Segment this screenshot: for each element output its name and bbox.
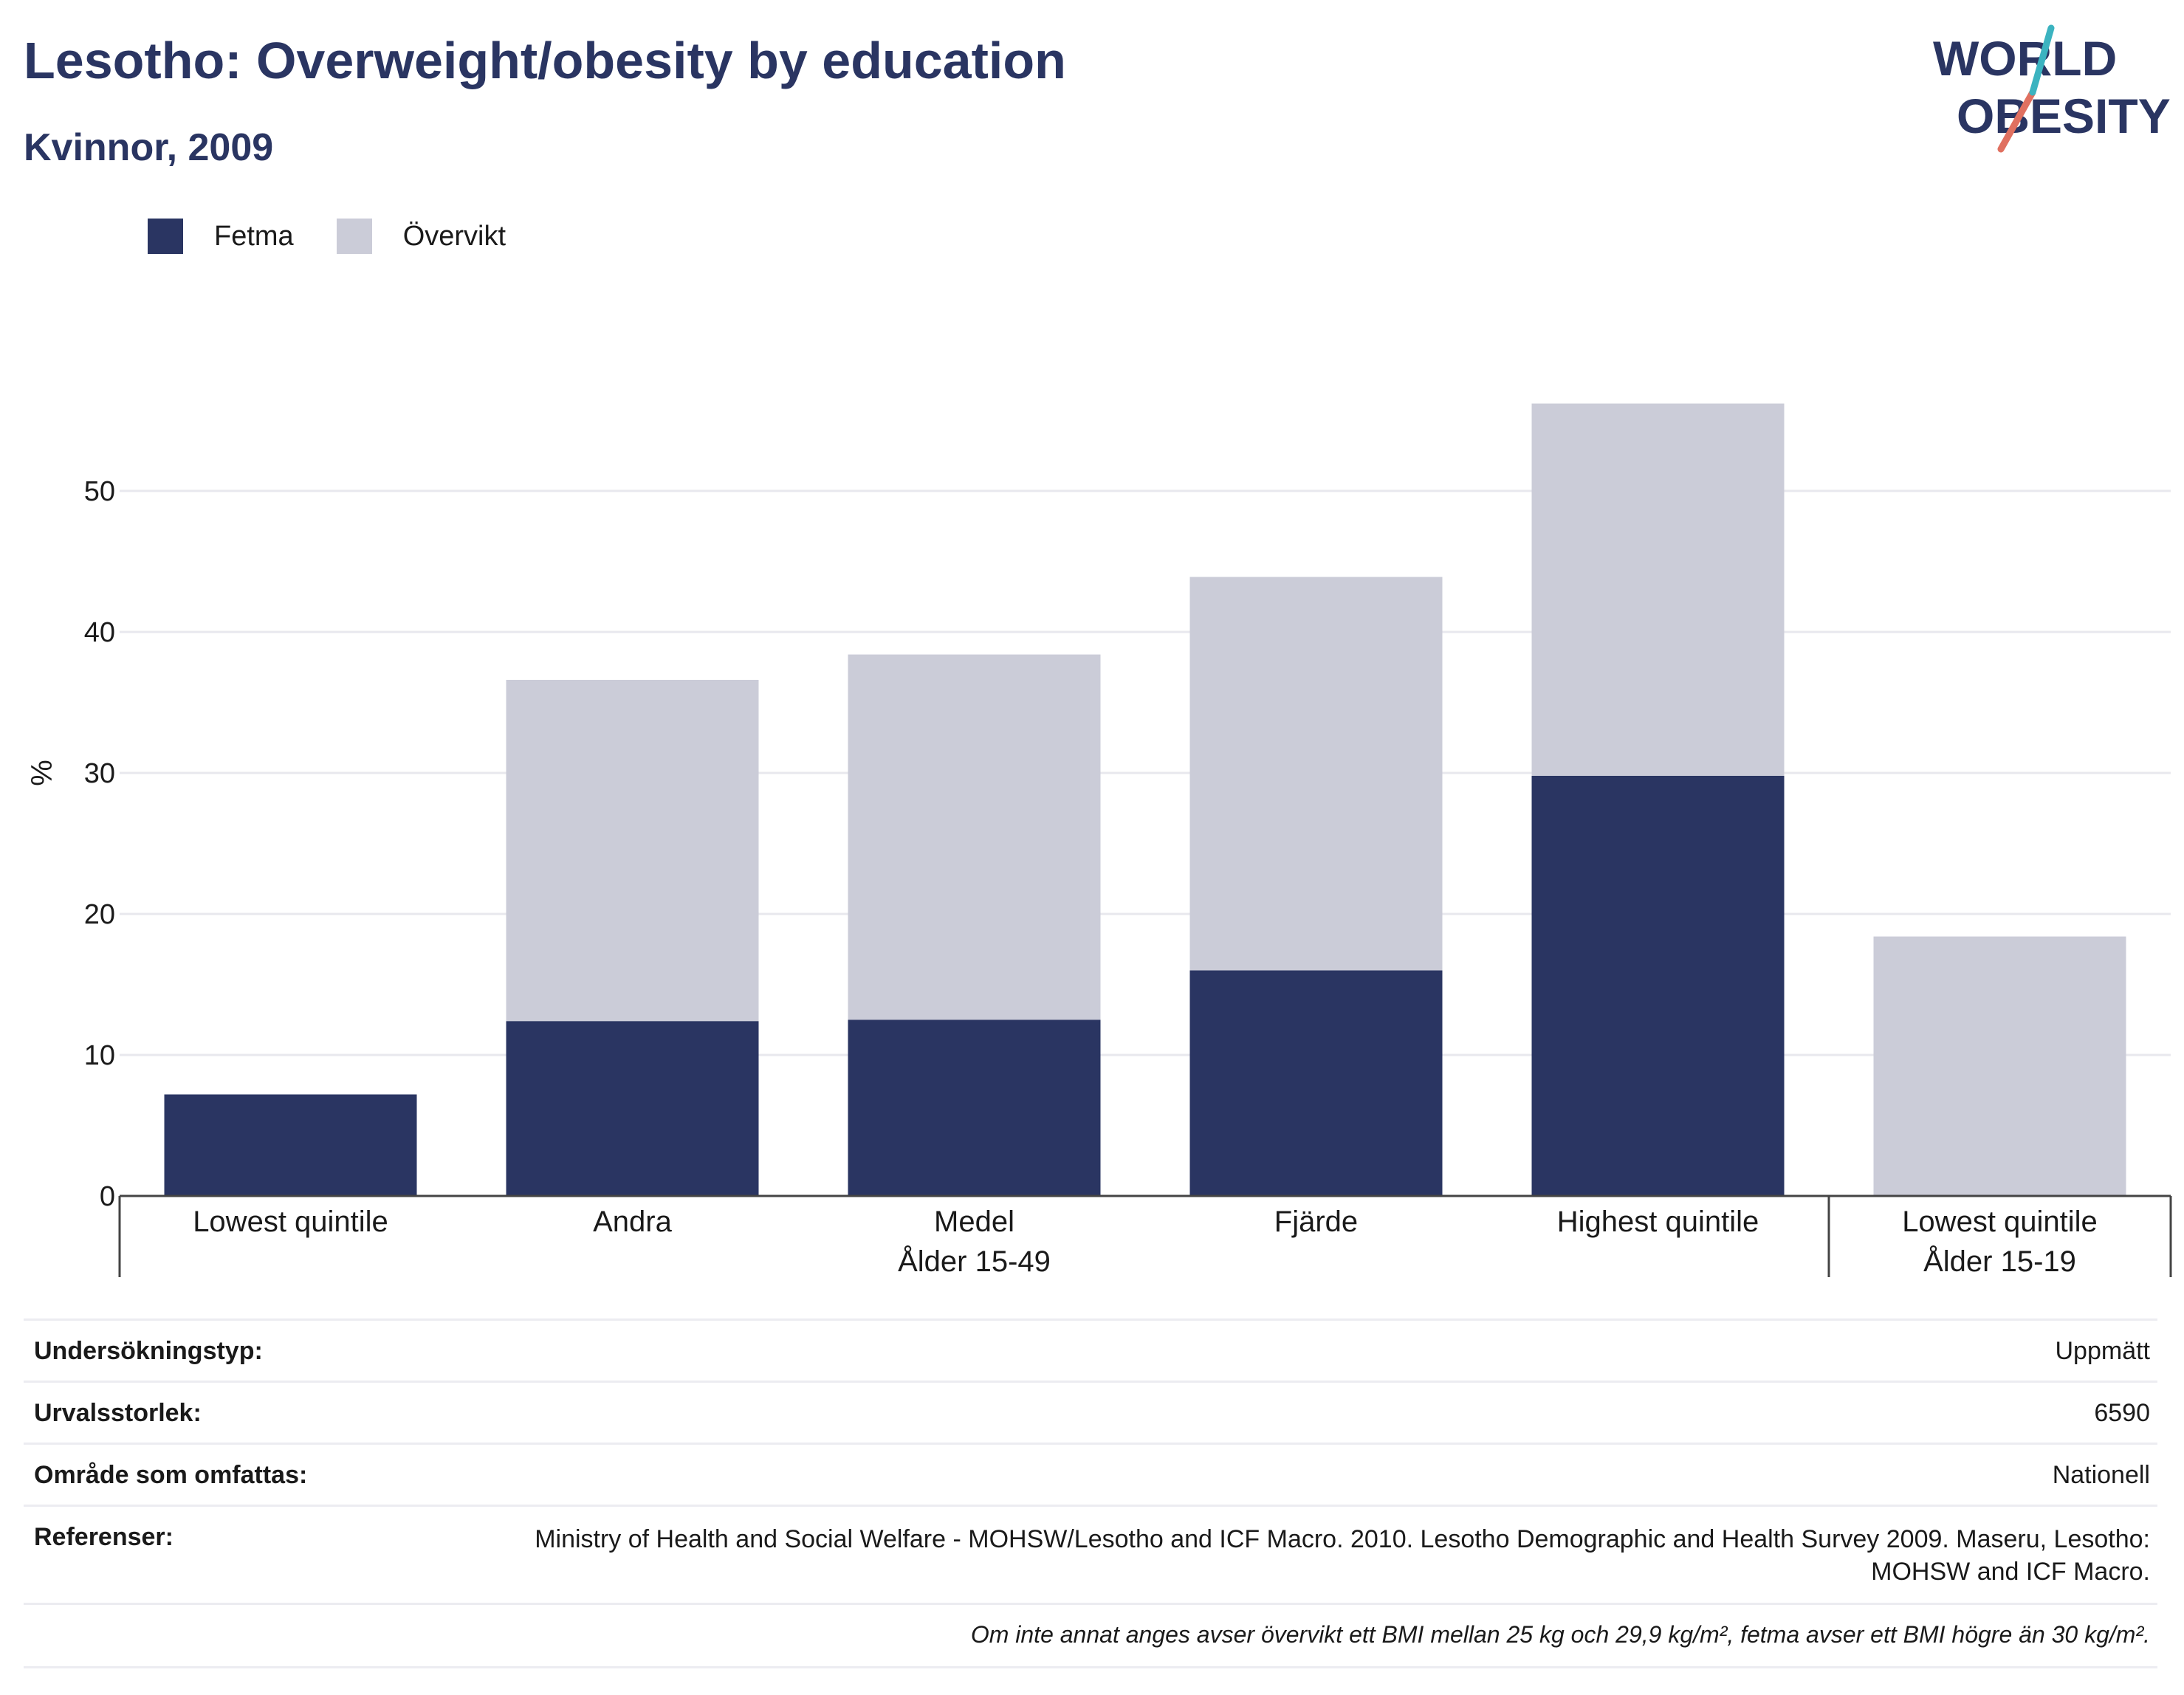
x-tick-label: Lowest quintile: [1902, 1206, 2098, 1238]
logo-line-1: WORLD: [1933, 31, 2117, 86]
x-group-label: Ålder 15-49: [898, 1245, 1051, 1278]
bar-fetma: [506, 1021, 759, 1196]
info-row-references: Referenser: Ministry of Health and Socia…: [24, 1507, 2157, 1605]
world-obesity-logo: WORLD OBESITY: [1933, 24, 2171, 153]
bar-overvikt: [1189, 577, 1443, 971]
y-tick-label: 30: [84, 758, 115, 789]
bar-overvikt: [1531, 403, 1785, 776]
sample-size-value: 6590: [2094, 1399, 2150, 1427]
survey-type-label: Undersökningstyp:: [34, 1337, 263, 1365]
bar-fetma: [1531, 775, 1785, 1196]
y-tick-label: 40: [84, 617, 115, 648]
coverage-label: Område som omfattas:: [34, 1461, 308, 1489]
bar-fetma: [164, 1094, 417, 1196]
bar-overvikt: [506, 679, 759, 1022]
bar-fetma: [1189, 970, 1443, 1196]
x-tick-label: Lowest quintile: [193, 1206, 388, 1238]
x-group-label: Ålder 15-19: [1923, 1245, 2076, 1278]
x-tick-label: Highest quintile: [1557, 1206, 1759, 1238]
x-tick-label: Fjärde: [1274, 1206, 1358, 1238]
bar-chart: 0 10 20 30 40 50% Lowest quintile Andra Medel Fjä…: [26, 403, 2172, 1278]
chart-subtitle: Kvinnor, 2009: [24, 126, 274, 169]
chart-title: Lesotho: Overweight/obesity by education: [24, 32, 1066, 89]
x-tick-label: Andra: [593, 1206, 672, 1238]
legend-label-fetma: Fetma: [214, 220, 294, 252]
legend-label-overvikt: Övervikt: [402, 220, 506, 252]
legend-item-overvikt[interactable]: Övervikt: [336, 219, 506, 254]
legend-swatch-fetma: [148, 219, 183, 254]
sample-size-label: Urvalsstorlek:: [34, 1399, 202, 1427]
info-row-survey-type: Undersökningstyp: Uppmätt: [24, 1321, 2157, 1383]
legend-swatch-overvikt: [336, 219, 372, 254]
bar-overvikt: [1873, 936, 2126, 1196]
y-tick-label: 20: [84, 899, 115, 930]
x-tick-label: Medel: [934, 1206, 1014, 1238]
info-row-coverage: Område som omfattas: Nationell: [24, 1445, 2157, 1507]
y-tick-label: 10: [84, 1040, 115, 1071]
references-label: Referenser:: [34, 1523, 174, 1551]
bar-fetma: [848, 1020, 1101, 1196]
bmi-definition-note: Om inte annat anges avser övervikt ett B…: [24, 1605, 2157, 1668]
legend-item-fetma[interactable]: Fetma: [148, 219, 294, 254]
y-tick-label: 0: [100, 1181, 115, 1212]
info-row-sample-size: Urvalsstorlek: 6590: [24, 1383, 2157, 1445]
bar-overvikt: [848, 654, 1101, 1020]
y-tick-label: 50: [84, 476, 115, 507]
chart-legend: Fetma Övervikt: [148, 219, 549, 254]
y-axis-label: %: [26, 760, 58, 786]
coverage-value: Nationell: [2052, 1461, 2150, 1489]
references-value: Ministry of Health and Social Welfare - …: [535, 1525, 2150, 1586]
survey-type-value: Uppmätt: [2055, 1337, 2151, 1365]
survey-info-table: Undersökningstyp: Uppmätt Urvalsstorlek:…: [24, 1318, 2157, 1668]
logo-line-2: OBESITY: [1957, 89, 2171, 143]
